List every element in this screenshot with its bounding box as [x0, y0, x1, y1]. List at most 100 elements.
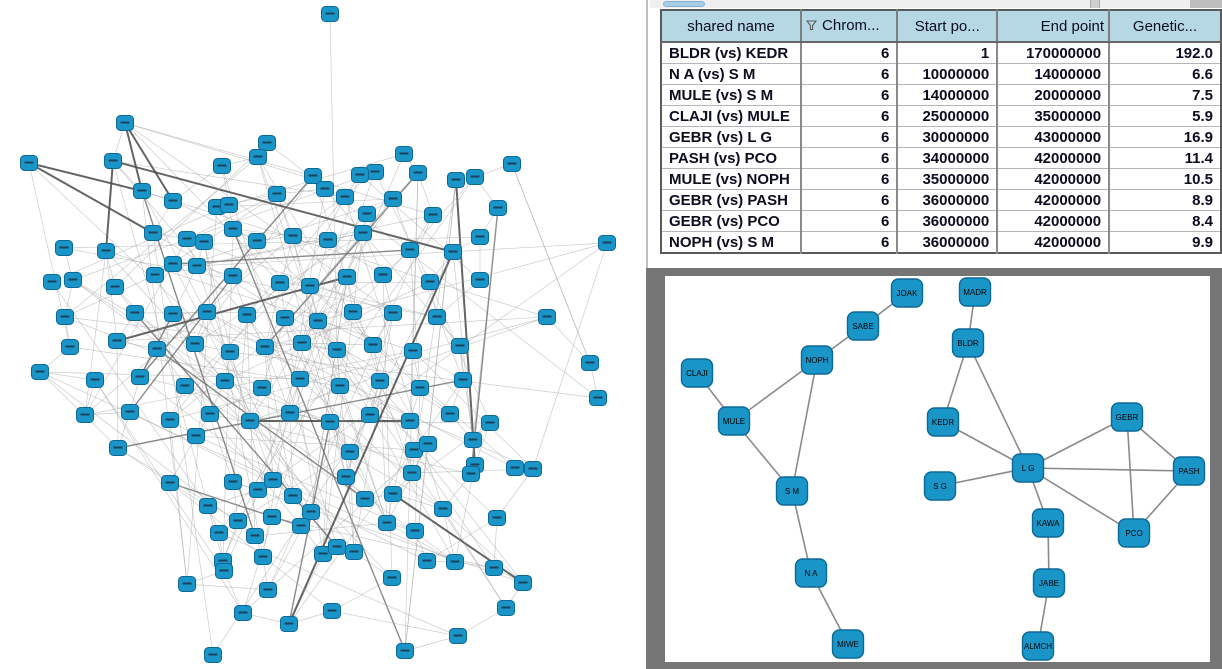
network-node[interactable]: [221, 344, 239, 360]
network-node[interactable]: [316, 181, 334, 197]
network-node-claji[interactable]: CLAJI: [680, 358, 714, 388]
funnel-icon[interactable]: [805, 18, 818, 35]
network-node[interactable]: [198, 304, 216, 320]
network-node[interactable]: [403, 465, 421, 481]
network-node[interactable]: [446, 554, 464, 570]
network-node[interactable]: [56, 309, 74, 325]
network-node[interactable]: [271, 275, 289, 291]
table-row[interactable]: N A (vs) S M 6 10000000 14000000 6.6: [661, 63, 1221, 85]
table-row[interactable]: GEBR (vs) L G 6 30000000 43000000 16.9: [661, 126, 1221, 148]
network-node[interactable]: [409, 165, 427, 181]
network-node[interactable]: [126, 305, 144, 321]
network-node[interactable]: [309, 313, 327, 329]
network-node[interactable]: [378, 515, 396, 531]
network-edge[interactable]: [1027, 467, 1135, 534]
network-node[interactable]: [187, 428, 205, 444]
network-node[interactable]: [506, 460, 524, 476]
network-node[interactable]: [497, 600, 515, 616]
network-node[interactable]: [481, 415, 499, 431]
network-node-kedr[interactable]: KEDR: [926, 407, 960, 437]
network-node-s-m[interactable]: S M: [775, 476, 809, 506]
network-node[interactable]: [323, 603, 341, 619]
network-node[interactable]: [434, 501, 452, 517]
network-node[interactable]: [164, 306, 182, 322]
network-node[interactable]: [384, 305, 402, 321]
network-node[interactable]: [338, 269, 356, 285]
network-node[interactable]: [55, 240, 73, 256]
network-node[interactable]: [366, 164, 384, 180]
network-node[interactable]: [328, 539, 346, 555]
network-node[interactable]: [466, 169, 484, 185]
table-row[interactable]: CLAJI (vs) MULE 6 25000000 35000000 5.9: [661, 105, 1221, 127]
network-node[interactable]: [371, 373, 389, 389]
network-node[interactable]: [321, 414, 339, 430]
network-node[interactable]: [276, 310, 294, 326]
network-node-kawa[interactable]: KAWA: [1031, 508, 1065, 538]
network-node[interactable]: [164, 193, 182, 209]
network-node[interactable]: [284, 488, 302, 504]
network-node[interactable]: [581, 355, 599, 371]
scrollbar-thumb[interactable]: [663, 1, 705, 7]
network-node[interactable]: [462, 466, 480, 482]
network-node[interactable]: [268, 186, 286, 202]
network-node[interactable]: [248, 233, 266, 249]
network-node[interactable]: [64, 272, 82, 288]
network-node[interactable]: [195, 234, 213, 250]
network-node[interactable]: [199, 498, 217, 514]
network-node[interactable]: [364, 337, 382, 353]
network-node[interactable]: [109, 440, 127, 456]
network-node[interactable]: [356, 491, 374, 507]
network-node[interactable]: [401, 242, 419, 258]
column-header-shared-name[interactable]: shared name: [661, 10, 803, 43]
table-row[interactable]: GEBR (vs) PCO 6 36000000 42000000 8.4: [661, 210, 1221, 232]
network-node[interactable]: [411, 380, 429, 396]
network-node[interactable]: [374, 267, 392, 283]
network-node[interactable]: [485, 560, 503, 576]
table-horizontal-scrollbar[interactable]: [650, 0, 1222, 8]
network-node-madr[interactable]: MADR: [958, 277, 992, 307]
network-node[interactable]: [178, 576, 196, 592]
network-node[interactable]: [304, 168, 322, 184]
network-node[interactable]: [241, 413, 259, 429]
network-node[interactable]: [538, 309, 556, 325]
network-node[interactable]: [384, 191, 402, 207]
network-node[interactable]: [131, 369, 149, 385]
main-network-view[interactable]: [0, 0, 646, 669]
network-node[interactable]: [419, 436, 437, 452]
network-node[interactable]: [358, 206, 376, 222]
network-node[interactable]: [161, 475, 179, 491]
network-node[interactable]: [188, 258, 206, 274]
network-node[interactable]: [224, 221, 242, 237]
network-node[interactable]: [514, 575, 532, 591]
network-node[interactable]: [328, 342, 346, 358]
network-node-mule[interactable]: MULE: [717, 406, 751, 436]
network-node[interactable]: [97, 243, 115, 259]
network-node-pco[interactable]: PCO: [1117, 518, 1151, 548]
network-node[interactable]: [331, 378, 349, 394]
network-edge[interactable]: [1027, 467, 1190, 472]
network-node[interactable]: [361, 407, 379, 423]
table-row[interactable]: MULE (vs) S M 6 14000000 20000000 7.5: [661, 84, 1221, 106]
network-edge[interactable]: [791, 359, 818, 492]
network-node[interactable]: [281, 405, 299, 421]
network-node[interactable]: [292, 518, 310, 534]
network-node-l-g[interactable]: L G: [1011, 453, 1045, 483]
network-node[interactable]: [229, 513, 247, 529]
network-node[interactable]: [301, 278, 319, 294]
network-node[interactable]: [421, 274, 439, 290]
network-node[interactable]: [20, 155, 38, 171]
network-node[interactable]: [451, 338, 469, 354]
network-node[interactable]: [224, 268, 242, 284]
network-node-almch[interactable]: ALMCH: [1021, 631, 1055, 661]
network-node[interactable]: [319, 232, 337, 248]
network-node[interactable]: [178, 231, 196, 247]
network-node[interactable]: [216, 373, 234, 389]
network-node[interactable]: [61, 339, 79, 355]
network-node[interactable]: [291, 371, 309, 387]
network-node[interactable]: [488, 510, 506, 526]
network-node[interactable]: [256, 339, 274, 355]
network-node[interactable]: [441, 406, 459, 422]
network-node[interactable]: [76, 407, 94, 423]
network-node[interactable]: [396, 643, 414, 659]
network-node[interactable]: [258, 135, 276, 151]
